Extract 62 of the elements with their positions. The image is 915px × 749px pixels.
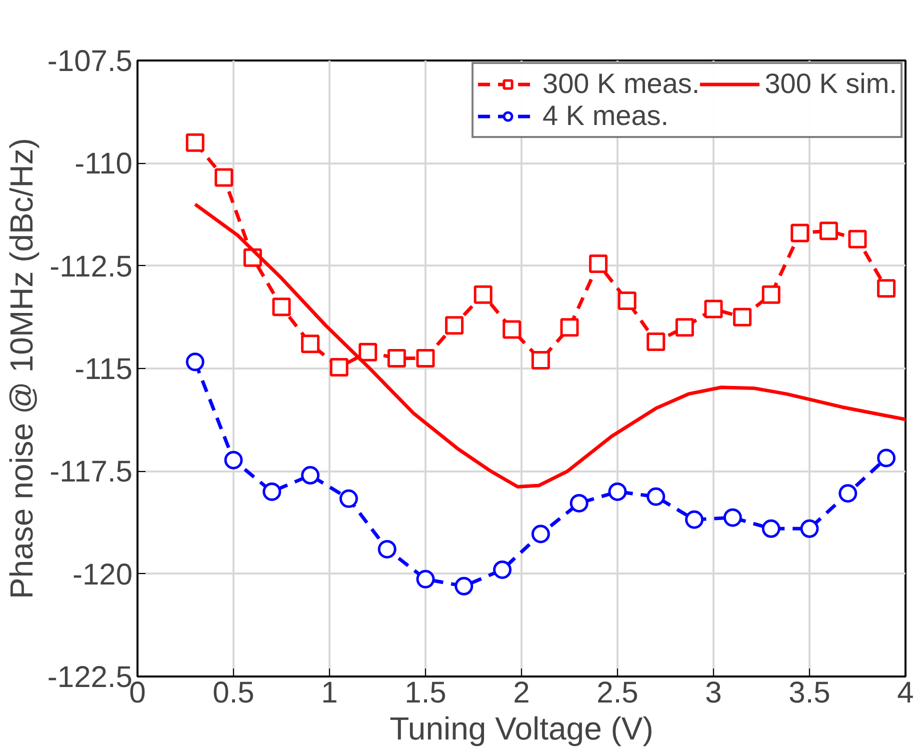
point bbox=[358, 342, 378, 362]
point bbox=[224, 450, 243, 470]
point bbox=[531, 351, 550, 370]
point bbox=[454, 576, 474, 596]
point bbox=[272, 298, 291, 316]
point bbox=[762, 519, 780, 538]
point bbox=[339, 489, 358, 508]
point bbox=[570, 494, 588, 512]
y-axis-title: Phase noise @ 10MHz (dBc/Hz) bbox=[3, 138, 40, 600]
x-tick-label: 2.5 bbox=[596, 676, 638, 710]
point bbox=[493, 560, 512, 579]
point bbox=[800, 519, 819, 538]
legend-label: 300 K meas. bbox=[542, 68, 700, 100]
y-tick-label: -115 bbox=[74, 353, 133, 386]
point bbox=[186, 352, 204, 372]
x-tick-label: 3 bbox=[705, 676, 722, 710]
point bbox=[790, 224, 810, 242]
x-tick-label: 4 bbox=[897, 676, 914, 710]
legend-label: 4 K meas. bbox=[542, 100, 669, 132]
point bbox=[416, 570, 435, 588]
point bbox=[531, 524, 550, 544]
point bbox=[301, 334, 320, 354]
point bbox=[838, 484, 858, 503]
point bbox=[877, 448, 896, 468]
point bbox=[502, 320, 522, 339]
point bbox=[877, 279, 896, 298]
point bbox=[416, 348, 435, 368]
point bbox=[685, 510, 704, 529]
point bbox=[387, 348, 406, 368]
x-tick-label: 2 bbox=[513, 676, 530, 710]
y-tick-label: -120 bbox=[72, 558, 133, 592]
y-tick-label: -117.5 bbox=[50, 456, 133, 489]
legend-label: 300 K sim. bbox=[764, 68, 897, 100]
x-tick-label: 1.5 bbox=[404, 676, 446, 710]
point bbox=[675, 318, 694, 337]
point bbox=[214, 168, 234, 187]
point bbox=[445, 316, 464, 335]
point bbox=[618, 291, 636, 310]
x-tick-label: 1 bbox=[321, 676, 338, 710]
y-tick-label: -110 bbox=[74, 148, 133, 181]
point bbox=[704, 300, 723, 318]
point bbox=[186, 133, 204, 152]
point bbox=[646, 332, 666, 352]
point bbox=[330, 358, 348, 377]
x-tick-label: 0.5 bbox=[212, 676, 254, 710]
point bbox=[262, 482, 282, 501]
point bbox=[819, 222, 838, 240]
point bbox=[378, 540, 396, 558]
x-axis-title: Tuning Voltage (V) bbox=[390, 710, 654, 746]
x-tick-label: 3.5 bbox=[788, 676, 830, 710]
point bbox=[608, 482, 627, 501]
point bbox=[723, 508, 742, 527]
point bbox=[848, 230, 867, 248]
point bbox=[301, 466, 320, 485]
point bbox=[560, 318, 579, 337]
point bbox=[733, 308, 752, 326]
point bbox=[589, 254, 608, 274]
point bbox=[646, 487, 666, 506]
point bbox=[474, 285, 492, 304]
y-tick-label: -107.5 bbox=[47, 45, 133, 78]
y-tick-label: -112.5 bbox=[50, 250, 133, 284]
point bbox=[762, 285, 780, 304]
